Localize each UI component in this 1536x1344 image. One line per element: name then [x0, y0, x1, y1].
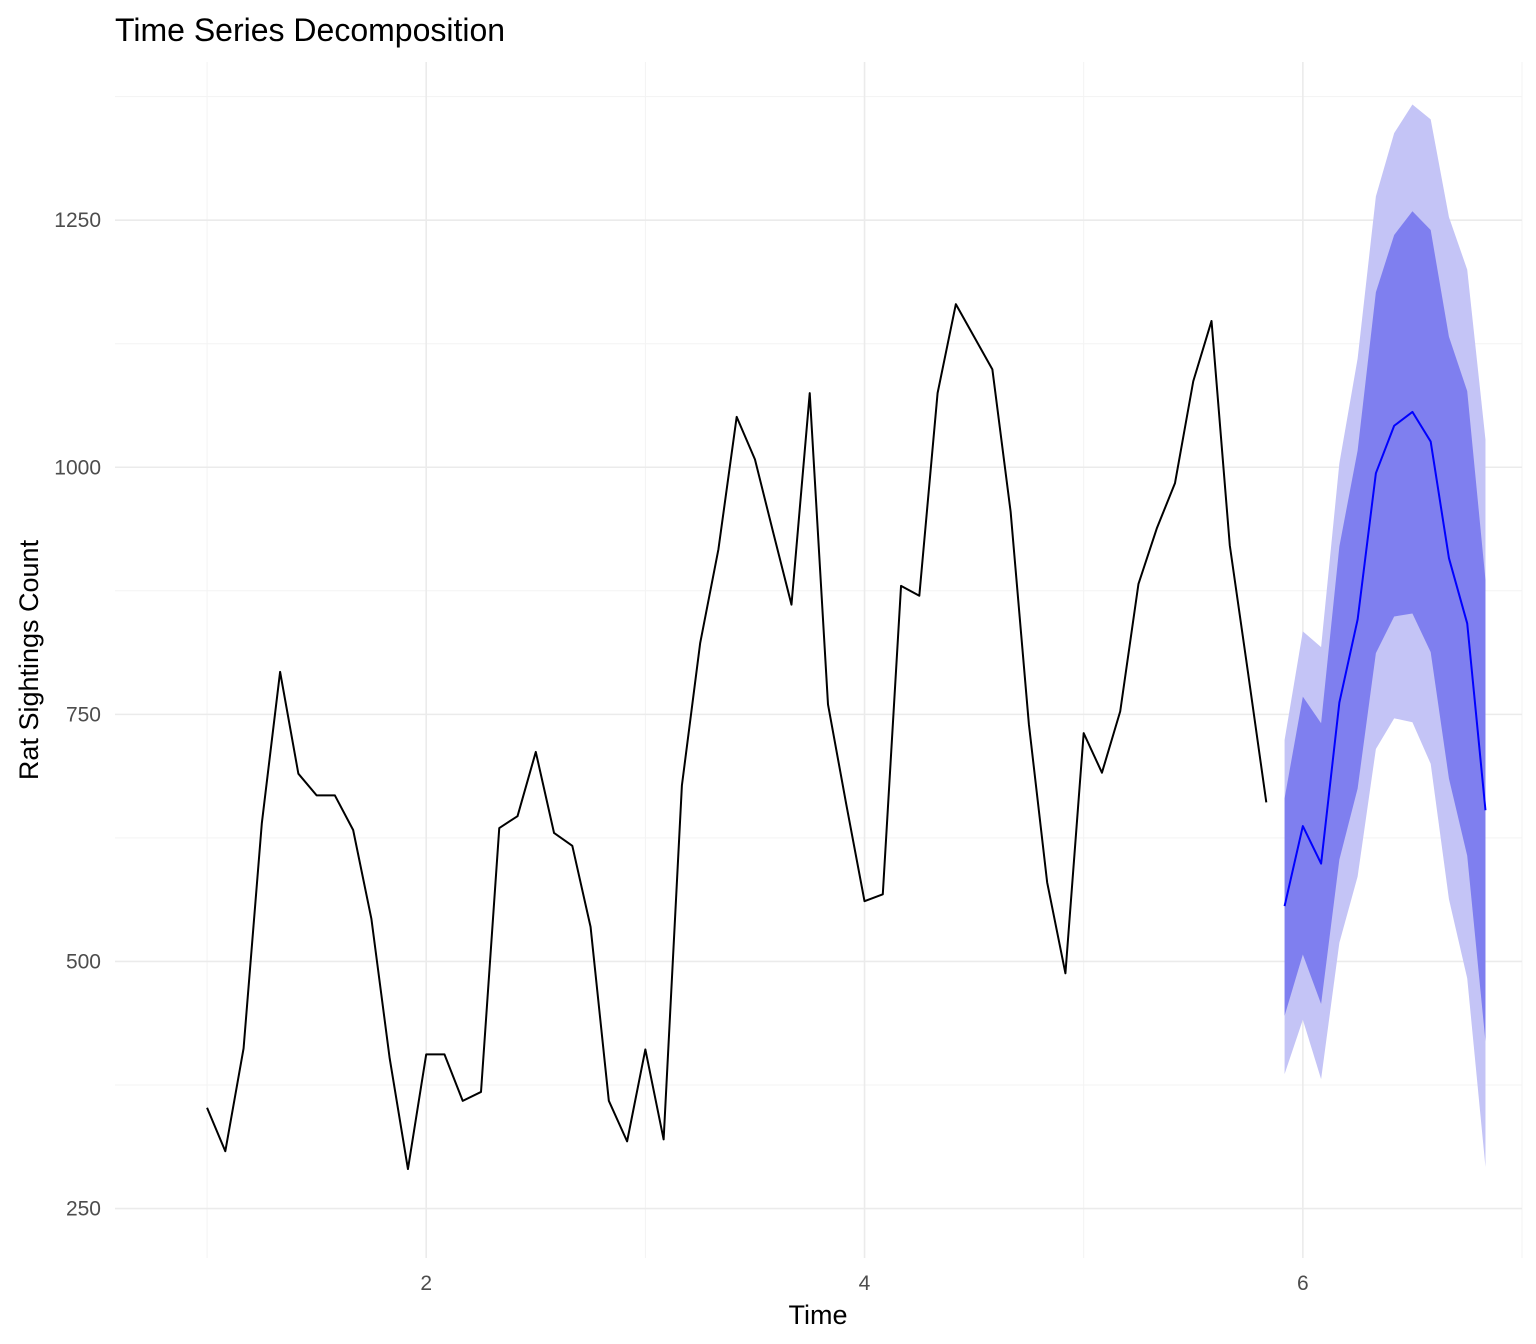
y-axis-title: Rat Sightings Count	[14, 539, 44, 780]
series-line-layer	[206, 303, 1487, 1171]
tick-label-layer: 250 500 750 1000 1250 2 4 6	[54, 209, 1308, 1295]
y-tick-label: 1250	[54, 209, 101, 232]
x-tick-label: 4	[859, 1272, 871, 1295]
forecast-mean-line	[1283, 410, 1487, 907]
y-tick-label: 750	[66, 703, 101, 726]
y-tick-label: 1000	[54, 456, 101, 479]
x-tick-label: 6	[1297, 1272, 1309, 1295]
y-tick-label: 250	[66, 1198, 101, 1221]
x-axis-title: Time	[789, 1300, 848, 1330]
prediction-band-80	[1284, 211, 1486, 1042]
x-tick-label: 2	[420, 1272, 432, 1295]
prediction-band-80-layer	[1284, 211, 1486, 1042]
y-tick-label: 500	[66, 950, 101, 973]
observed-series-line	[206, 303, 1268, 1171]
chart-title: Time Series Decomposition	[115, 12, 505, 48]
